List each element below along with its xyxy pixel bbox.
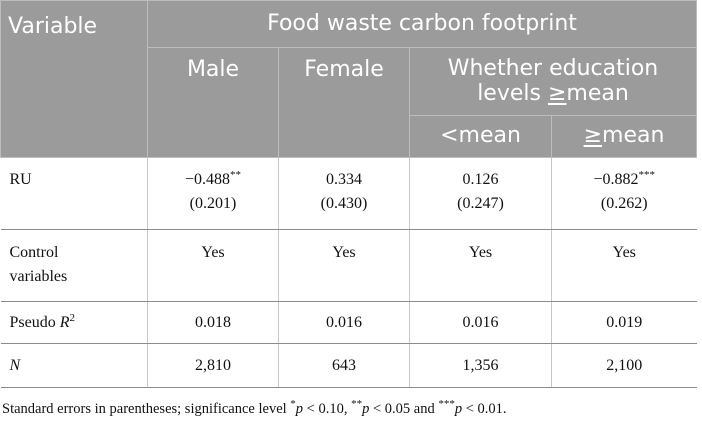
cell-ru-ge-coef: −0.882 [593, 171, 639, 188]
cell-control-male: Yes [147, 229, 279, 302]
header-sub-ge-mean: ≥mean [551, 115, 697, 158]
header-group-title: Food waste carbon footprint [147, 0, 697, 48]
row-label-pseudo-r: R [59, 313, 70, 331]
table-row-control: Control variables Yes Yes Yes Yes [0, 229, 697, 302]
footnote-threshold-2: < 0.05 and [369, 401, 439, 417]
footnote-star-1: * [290, 398, 296, 410]
cell-ru-female-coef: 0.334 [326, 171, 362, 188]
header-male: Male [147, 47, 279, 158]
cell-ru-female-se: (0.430) [320, 195, 368, 212]
footnote-threshold-1: < 0.10, [303, 401, 352, 417]
row-label-pseudo-sup: 2 [69, 311, 76, 324]
cell-ru-lt-coef: 0.126 [462, 171, 499, 188]
cell-ru-male: −0.488** (0.201) [147, 157, 279, 230]
row-label-control: Control variables [0, 229, 148, 302]
cell-control-lt: Yes [409, 229, 552, 302]
cell-ru-male-se: (0.201) [189, 195, 237, 212]
cell-control-female: Yes [278, 229, 410, 302]
header-education-line2-suffix: mean [566, 80, 629, 106]
header-education: Whether education levels ≥mean [409, 47, 697, 116]
header-education-line2-prefix: levels [477, 80, 548, 106]
cell-control-ge: Yes [551, 229, 697, 302]
regression-table: Variable Food waste carbon footprint Mal… [0, 0, 697, 388]
header-female: Female [278, 47, 410, 158]
header-sub-ge-word: mean [602, 123, 665, 149]
footnote-threshold-3: < 0.01. [462, 401, 507, 417]
header-variable: Variable [0, 0, 148, 158]
table-row-n: N 2,810 643 1,356 2,100 [0, 343, 697, 388]
cell-n-male: 2,810 [147, 343, 279, 388]
header-sub-ge-op: ≥ [583, 123, 603, 149]
footnote-star-2: ** [351, 398, 363, 410]
row-label-control-line1: Control [9, 244, 59, 261]
header-sub-lt-mean: <mean [409, 115, 552, 158]
regression-table-container: Variable Food waste carbon footprint Mal… [0, 0, 697, 388]
cell-ru-male-stars: ** [230, 169, 242, 181]
cell-pseudo-ge: 0.019 [551, 301, 697, 344]
row-label-n-text: N [9, 356, 21, 374]
footnote-star-3: *** [438, 398, 455, 410]
cell-ru-male-coef: −0.488 [184, 171, 231, 188]
cell-ru-lt: 0.126 (0.247) [409, 157, 552, 230]
cell-ru-ge-se: (0.262) [600, 195, 648, 212]
cell-ru-ge-stars: *** [638, 169, 656, 181]
header-sub-lt-word: mean [458, 123, 521, 149]
cell-n-ge: 2,100 [551, 343, 697, 388]
row-label-pseudo-r2: Pseudo R2 [0, 301, 148, 344]
header-sub-lt-op: < [440, 123, 459, 149]
footnote-p-3: p [454, 401, 463, 417]
cell-ru-ge: −0.882*** (0.262) [551, 157, 697, 230]
cell-ru-female: 0.334 (0.430) [278, 157, 410, 230]
header-education-line1: Whether education [447, 56, 659, 82]
cell-pseudo-male: 0.018 [147, 301, 279, 344]
row-label-n: N [0, 343, 148, 388]
table-row-ru: RU −0.488** (0.201) 0.334 (0.430) 0.126 … [0, 157, 697, 230]
header-education-ge-symbol: ≥ [547, 80, 567, 106]
cell-pseudo-lt: 0.016 [409, 301, 552, 344]
footnote-p-1: p [295, 401, 304, 417]
row-label-pseudo-text: Pseudo [9, 313, 60, 331]
cell-ru-lt-se: (0.247) [457, 195, 504, 212]
row-label-control-line2: variables [9, 268, 68, 285]
row-label-ru: RU [0, 157, 148, 230]
footnote-prefix: Standard errors in parentheses; signific… [2, 401, 291, 417]
table-row-pseudo-r2: Pseudo R2 0.018 0.016 0.016 0.019 [0, 301, 697, 344]
table-footnote: Standard errors in parentheses; signific… [2, 398, 507, 418]
cell-n-female: 643 [278, 343, 410, 388]
cell-n-lt: 1,356 [409, 343, 552, 388]
cell-pseudo-female: 0.016 [278, 301, 410, 344]
footnote-p-2: p [362, 401, 370, 417]
